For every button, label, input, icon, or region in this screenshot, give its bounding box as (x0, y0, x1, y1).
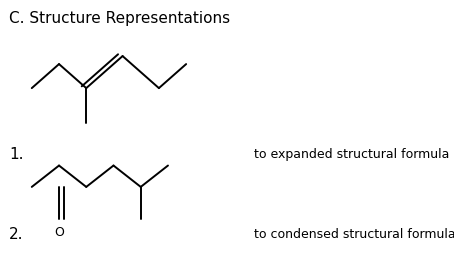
Text: C. Structure Representations: C. Structure Representations (9, 11, 230, 26)
Text: 1.: 1. (9, 147, 24, 162)
Text: to condensed structural formula: to condensed structural formula (254, 229, 454, 241)
Text: O: O (54, 226, 64, 239)
Text: 2.: 2. (9, 227, 24, 242)
Text: to expanded structural formula: to expanded structural formula (254, 148, 449, 161)
